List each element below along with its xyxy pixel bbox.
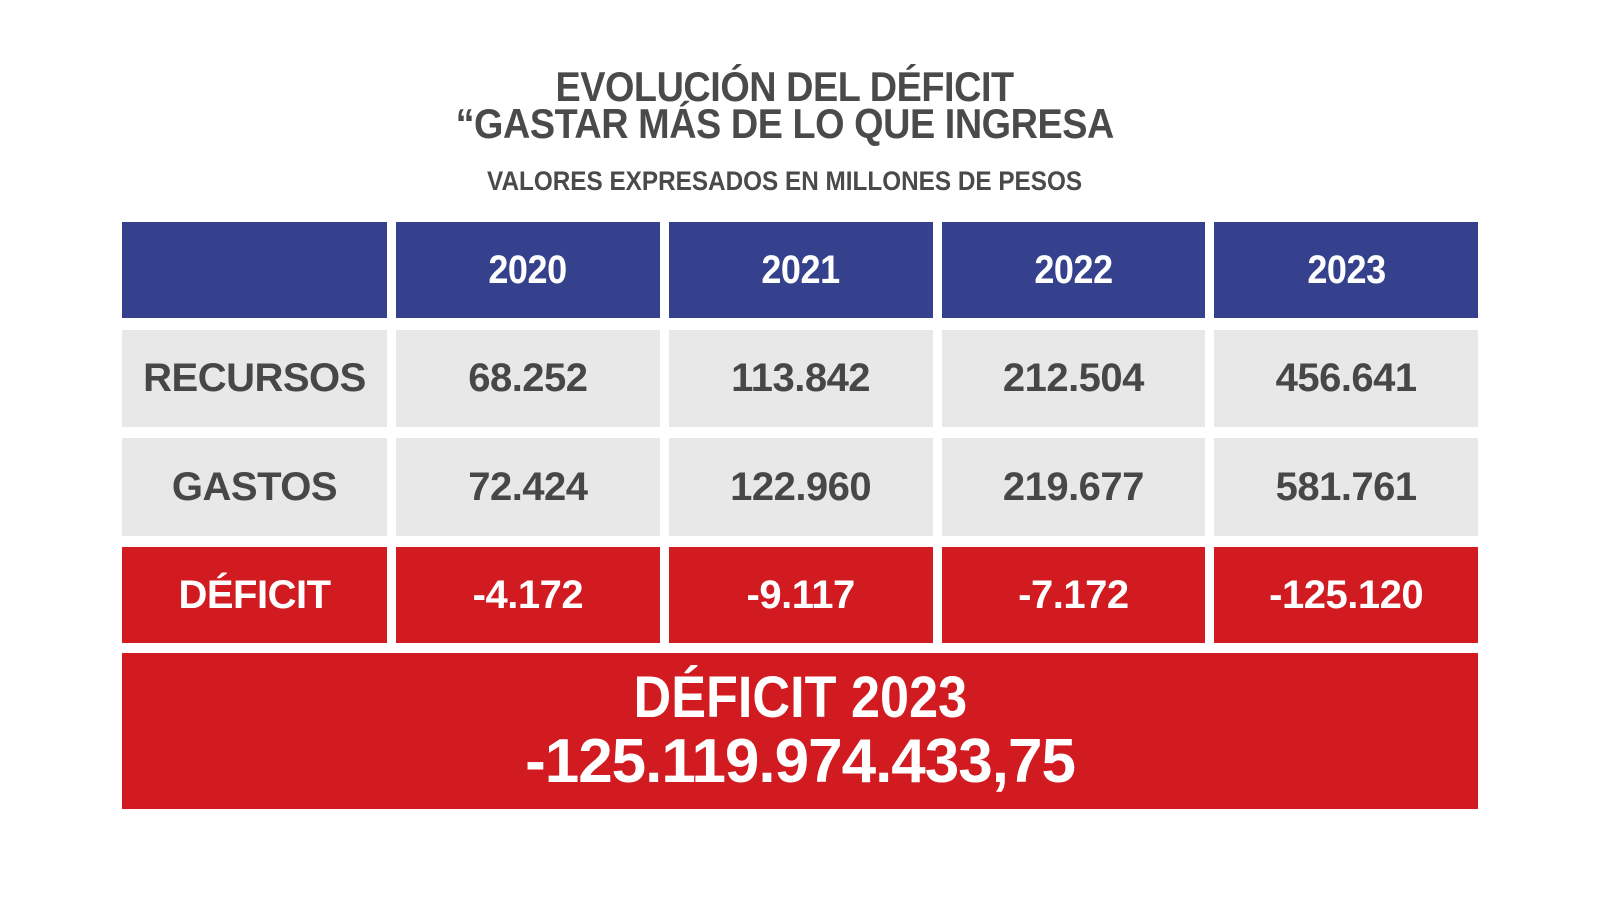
page-title-line-1-text: EVOLUCIÓN DEL DÉFICIT xyxy=(555,63,1015,110)
banner-title: DÉFICIT 2023 xyxy=(615,667,986,729)
cell-deficit-2021: -9.117 xyxy=(668,547,933,643)
cell-recursos-2022: 212.504 xyxy=(941,330,1206,427)
cell-gastos-2020: 72.424 xyxy=(396,438,660,536)
row-label-recursos: RECURSOS xyxy=(122,330,387,427)
deficit-2023-banner: DÉFICIT 2023 -125.119.974.433,75 xyxy=(122,653,1478,809)
header-cell-2022: 2022 xyxy=(941,222,1206,318)
header-cell-2023: 2023 xyxy=(1214,222,1478,318)
row-label-gastos: GASTOS xyxy=(122,438,387,536)
header-year-2023: 2023 xyxy=(1306,247,1386,292)
header-cell-2020: 2020 xyxy=(396,222,660,318)
page-title-line-2: “GASTAR MÁS DE LO QUE INGRESA xyxy=(0,100,1585,147)
value-gastos-2022: 219.677 xyxy=(1002,464,1145,509)
cell-deficit-2020: -4.172 xyxy=(396,547,660,643)
header-cell-2021: 2021 xyxy=(668,222,933,318)
deficit-table: 2020 2021 2022 2023 RECURSOS 68.252 113.… xyxy=(122,222,1478,809)
banner-amount: -125.119.974.433,75 xyxy=(525,727,1076,796)
table-header-row: 2020 2021 2022 2023 xyxy=(122,222,1478,318)
header-year-2022: 2022 xyxy=(1034,247,1113,292)
header-cell-empty xyxy=(122,222,387,318)
value-deficit-2020: -4.172 xyxy=(472,572,584,617)
cell-recursos-2021: 113.842 xyxy=(668,330,933,427)
value-recursos-2020: 68.252 xyxy=(468,356,588,400)
value-deficit-2022: -7.172 xyxy=(1018,572,1129,617)
table-row-recursos: RECURSOS 68.252 113.842 212.504 456.641 xyxy=(122,330,1478,427)
cell-gastos-2022: 219.677 xyxy=(941,438,1206,536)
row-label-deficit: DÉFICIT xyxy=(122,547,387,643)
header-year-2021: 2021 xyxy=(761,247,840,292)
cell-recursos-2023: 456.641 xyxy=(1214,330,1478,427)
cell-gastos-2023: 581.761 xyxy=(1214,438,1478,536)
row-label-gastos-text: GASTOS xyxy=(171,464,338,509)
row-label-deficit-text: DÉFICIT xyxy=(178,572,331,617)
page-title-line-1: EVOLUCIÓN DEL DÉFICIT xyxy=(0,63,1585,110)
table-row-gastos: GASTOS 72.424 122.960 219.677 581.761 xyxy=(122,438,1478,536)
value-deficit-2023: -125.120 xyxy=(1269,572,1424,617)
subtitle: VALORES EXPRESADOS EN MILLONES DE PESOS xyxy=(0,168,1585,195)
value-gastos-2020: 72.424 xyxy=(468,464,588,509)
cell-deficit-2023: -125.120 xyxy=(1214,547,1478,643)
cell-recursos-2020: 68.252 xyxy=(396,330,660,427)
title-block: EVOLUCIÓN DEL DÉFICIT “GASTAR MÁS DE LO … xyxy=(0,63,1585,195)
banner-title-text: DÉFICIT 2023 xyxy=(633,665,967,730)
value-recursos-2023: 456.641 xyxy=(1275,356,1418,400)
subtitle-text: VALORES EXPRESADOS EN MILLONES DE PESOS xyxy=(487,166,1083,196)
value-recursos-2022: 212.504 xyxy=(1002,356,1145,400)
cell-deficit-2022: -7.172 xyxy=(941,547,1206,643)
value-recursos-2021: 113.842 xyxy=(731,356,871,400)
row-label-recursos-text: RECURSOS xyxy=(143,356,366,400)
value-deficit-2021: -9.117 xyxy=(746,572,856,617)
value-gastos-2023: 581.761 xyxy=(1275,464,1418,509)
header-year-2020: 2020 xyxy=(488,247,568,292)
page-title-line-2-text: “GASTAR MÁS DE LO QUE INGRESA xyxy=(455,100,1115,147)
value-gastos-2021: 122.960 xyxy=(730,464,872,509)
table-row-deficit: DÉFICIT -4.172 -9.117 -7.172 -125.120 xyxy=(122,547,1478,643)
cell-gastos-2021: 122.960 xyxy=(668,438,933,536)
